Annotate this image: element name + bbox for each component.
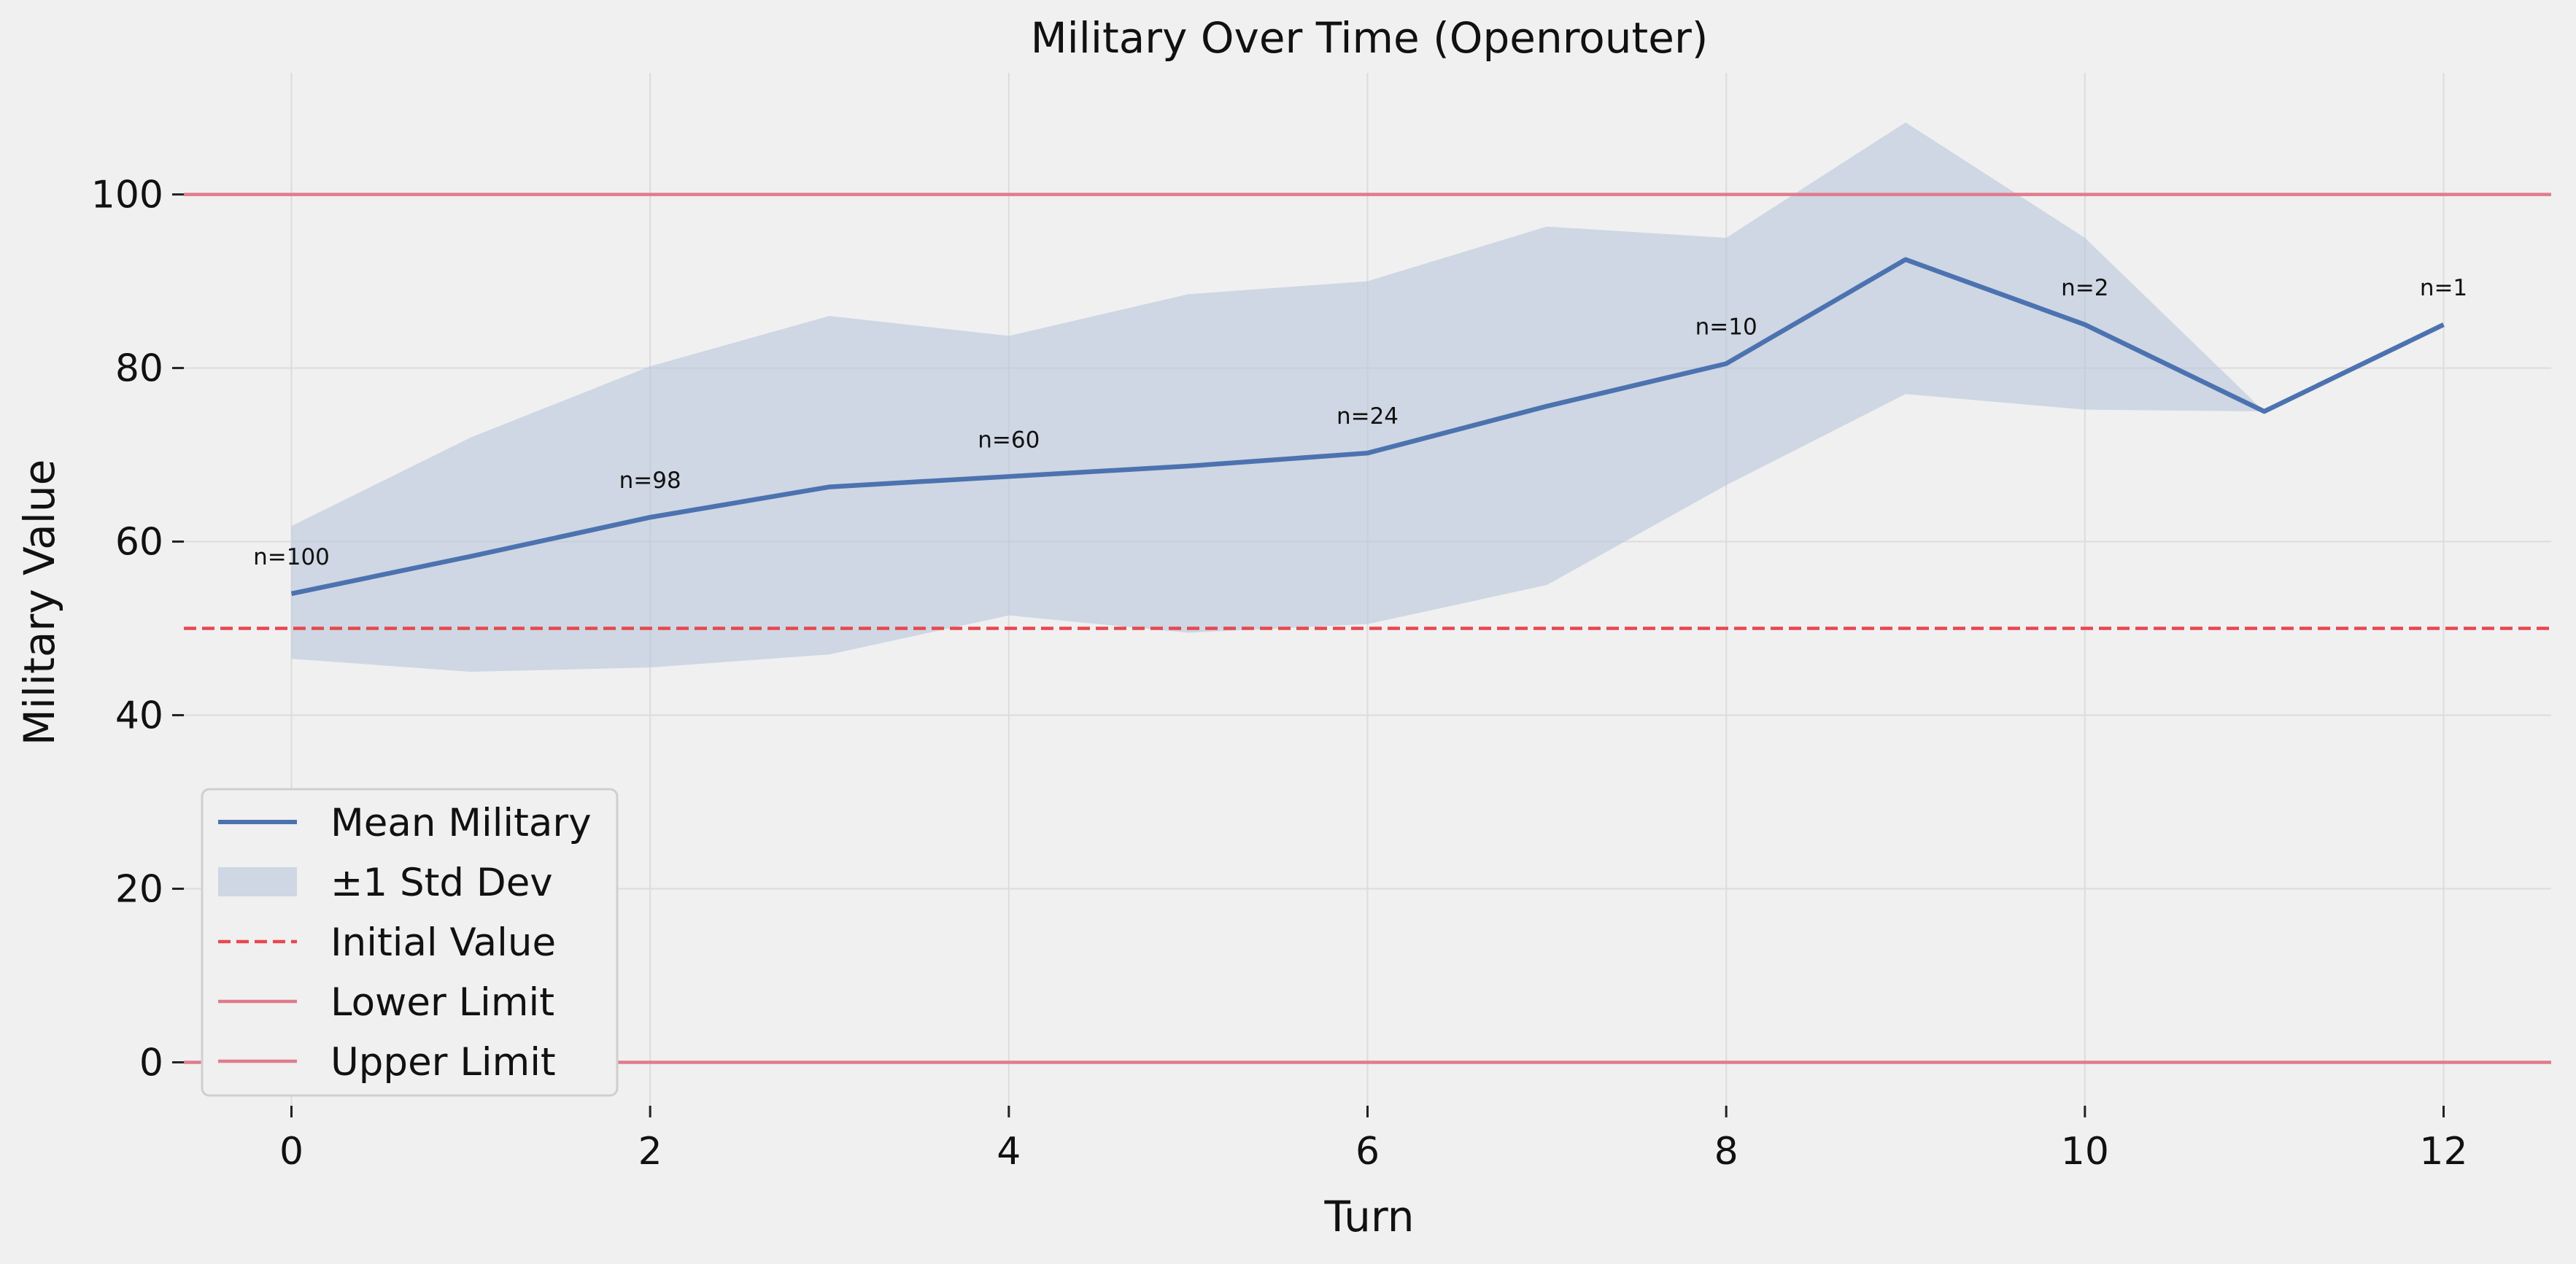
y-tick-label: 0 xyxy=(139,1042,163,1085)
y-tick-label: 80 xyxy=(115,347,163,391)
legend-label: Upper Limit xyxy=(330,1040,556,1085)
legend-label: Lower Limit xyxy=(330,980,554,1025)
sample-size-label: n=98 xyxy=(619,468,681,494)
x-tick-label: 0 xyxy=(279,1130,303,1174)
y-tick-label: 100 xyxy=(91,174,163,217)
chart-title: Military Over Time (Openrouter) xyxy=(1031,13,1709,63)
x-tick-label: 4 xyxy=(997,1130,1021,1174)
axes: 0 2 4 6 8 10 12 0 20 40 60 80 100 xyxy=(91,174,2468,1174)
sample-size-label: n=10 xyxy=(1695,314,1757,341)
y-axis-label: Military Value xyxy=(15,460,64,746)
y-tick-label: 20 xyxy=(115,868,163,912)
legend: Mean Military ±1 Std Dev Initial Value Lowe… xyxy=(201,788,619,1097)
x-tick-label: 12 xyxy=(2419,1130,2467,1174)
x-tick-label: 8 xyxy=(1714,1130,1738,1174)
x-tick-label: 6 xyxy=(1355,1130,1380,1174)
sample-size-label: n=60 xyxy=(978,427,1040,453)
legend-label: Initial Value xyxy=(330,920,556,965)
sample-size-label: n=1 xyxy=(2420,275,2467,301)
x-axis-label: Turn xyxy=(1324,1192,1415,1241)
mean-line-layer xyxy=(290,257,2445,597)
x-tick-label: 10 xyxy=(2061,1130,2109,1174)
x-tick-label: 2 xyxy=(638,1130,662,1174)
legend-box xyxy=(201,788,619,1097)
sample-size-label: n=2 xyxy=(2061,275,2108,301)
sample-size-label: n=24 xyxy=(1337,403,1399,430)
legend-label: ±1 Std Dev xyxy=(330,861,553,905)
y-tick-label: 40 xyxy=(115,694,163,738)
sample-size-annotations: n=100 n=98 n=60 n=24 n=10 n=2 n=1 xyxy=(253,275,2467,570)
sample-size-label: n=100 xyxy=(253,544,330,570)
legend-label: Mean Military xyxy=(330,801,592,845)
y-tick-label: 60 xyxy=(115,521,163,565)
legend-swatch-band xyxy=(218,867,297,896)
